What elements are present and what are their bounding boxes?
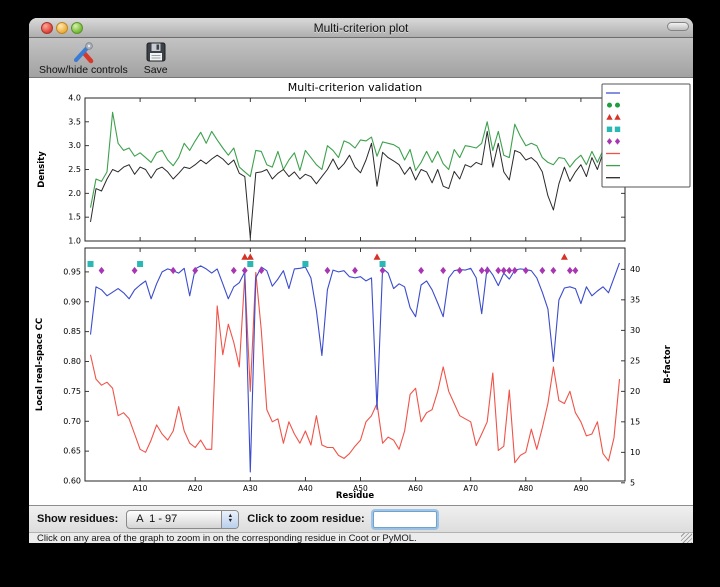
chart-title: Multi-criterion validation: [288, 81, 423, 94]
tools-icon: [70, 40, 96, 64]
markers-bad-clash: [98, 266, 579, 275]
app-window: Multi-criterion plot Show/hide controls: [29, 18, 693, 543]
close-button[interactable]: [41, 22, 53, 34]
tick-label: A20: [188, 484, 203, 493]
tick-label: A80: [518, 484, 533, 493]
bottom-axes: [84, 247, 626, 482]
toolbar-toggle-button[interactable]: [667, 22, 689, 31]
show-residues-label: Show residues:: [37, 513, 119, 525]
controls-bar: Show residues: A 1 - 97 ▲ ▼ Click to zoom…: [29, 505, 693, 532]
tick-label: 0.60: [63, 477, 81, 486]
save-label: Save: [143, 64, 168, 76]
stepper-icon: ▲ ▼: [221, 510, 239, 528]
series-B-factor-line: [89, 271, 621, 464]
toolbar: Show/hide controls Save: [29, 38, 693, 78]
tick-label: 3.5: [68, 117, 81, 126]
series-CC-line: [89, 262, 621, 473]
tick-label: 30: [630, 326, 640, 335]
status-bar: Click on any area of the graph to zoom i…: [29, 532, 693, 543]
series-2mFo-DFc-line: [90, 130, 620, 239]
tick-label: A70: [463, 484, 478, 493]
title-bar[interactable]: Multi-criterion plot: [29, 18, 693, 38]
window-title: Multi-criterion plot: [313, 21, 409, 35]
top-y-axis-label: Density: [37, 151, 47, 188]
tick-label: 1.0: [68, 237, 81, 246]
tick-label: A40: [298, 484, 313, 493]
tick-label: 3.0: [68, 141, 81, 150]
tick-label: 1.5: [68, 213, 81, 222]
tick-label: A10: [133, 484, 148, 493]
markers-c-beta: [87, 261, 386, 267]
minimize-button[interactable]: [56, 22, 68, 34]
tick-label: 0.80: [63, 357, 81, 366]
top-axes: [84, 97, 626, 242]
markers-rotamer: [241, 253, 568, 260]
tick-label: A50: [353, 484, 368, 493]
tick-label: 15: [630, 417, 640, 426]
status-message: Click on any area of the graph to zoom i…: [37, 533, 417, 543]
zoom-button[interactable]: [71, 22, 83, 34]
resize-grip[interactable]: [681, 533, 692, 543]
tick-label: 10: [630, 448, 640, 457]
window-controls: [41, 22, 83, 34]
tick-label: 0.90: [63, 297, 81, 306]
right-y-axis-label: B-factor: [663, 344, 673, 383]
show-hide-controls-label: Show/hide controls: [39, 64, 128, 76]
tick-label: A60: [408, 484, 423, 493]
tick-label: 0.85: [63, 327, 81, 336]
show-residues-value: A 1 - 97: [136, 513, 178, 525]
tick-label: 0.70: [63, 417, 81, 426]
tick-label: 25: [630, 356, 640, 365]
tick-label: 35: [630, 295, 640, 304]
tick-label: A30: [243, 484, 258, 493]
save-icon: [145, 40, 167, 64]
zoom-residue-label: Click to zoom residue:: [247, 513, 365, 525]
show-hide-controls-button[interactable]: Show/hide controls: [39, 40, 128, 76]
tick-label: 2.5: [68, 165, 81, 174]
tick-label: 4.0: [68, 94, 81, 103]
tick-label: 0.75: [63, 387, 81, 396]
save-button[interactable]: Save: [144, 40, 168, 76]
legend: [601, 83, 691, 188]
show-residues-select[interactable]: A 1 - 97 ▲ ▼: [126, 509, 240, 529]
tick-label: 5: [630, 478, 635, 487]
x-axis-label: Residue: [336, 491, 374, 501]
tick-label: 20: [630, 387, 640, 396]
zoom-residue-input[interactable]: [372, 510, 437, 528]
plot-region: 1.0 1.5 2.0 2.5 3.0 3.5 4.0 0.60 0.65 0.70 0.75 0.8…: [29, 78, 693, 505]
tick-label: 40: [630, 265, 640, 274]
tick-label: 0.95: [63, 267, 81, 276]
tick-label: 2.0: [68, 189, 81, 198]
plot-canvas[interactable]: 1.0 1.5 2.0 2.5 3.0 3.5 4.0 0.60 0.65 0.70 0.75 0.8…: [29, 78, 693, 505]
left-y-axis-label: Local real-space CC: [35, 318, 45, 411]
series-Fc-line: [89, 111, 621, 208]
tick-label: 0.65: [63, 447, 81, 456]
tick-label: A90: [574, 484, 589, 493]
